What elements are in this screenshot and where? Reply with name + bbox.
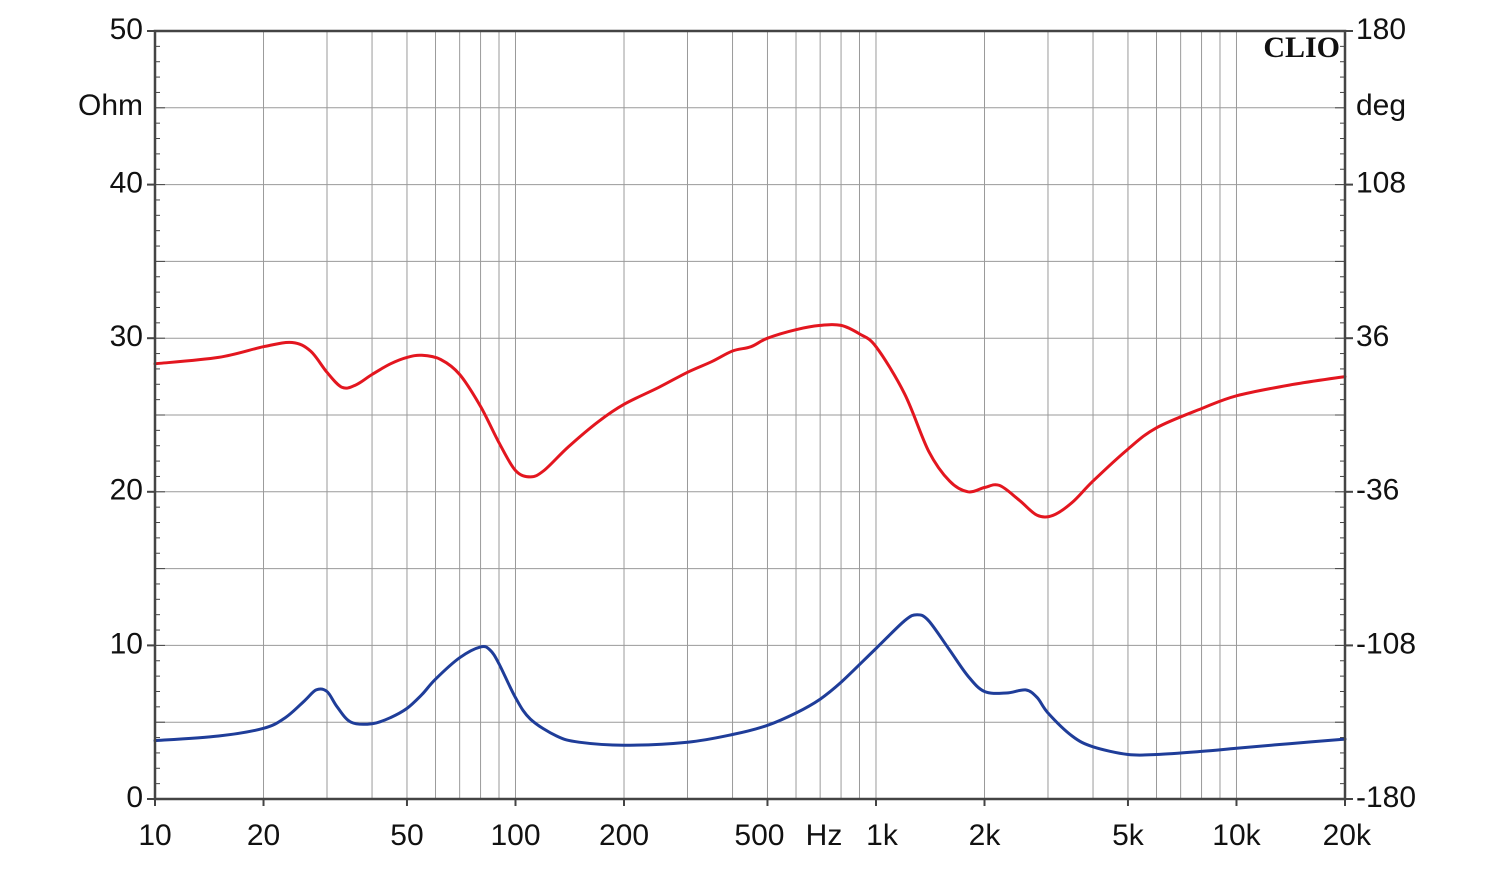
y-left-tick-label: 50 bbox=[110, 13, 143, 46]
y-right-tick-label: 108 bbox=[1356, 167, 1406, 200]
impedance-series-line bbox=[153, 613, 1347, 757]
y-left-tick-label: 30 bbox=[110, 320, 143, 353]
y-left-tick-label: 0 bbox=[126, 781, 143, 814]
x-tick-label: 200 bbox=[599, 819, 649, 852]
y-left-unit-label: Ohm bbox=[78, 89, 143, 122]
clio-brand-logo: CLIO bbox=[1263, 31, 1340, 64]
x-unit-label: Hz bbox=[806, 819, 843, 852]
y-right-tick-label: -108 bbox=[1356, 627, 1416, 660]
x-tick-label: 5k bbox=[1112, 819, 1145, 852]
y-right-tick-label: 36 bbox=[1356, 320, 1389, 353]
x-tick-label: 20k bbox=[1323, 819, 1372, 852]
x-tick-label: 50 bbox=[390, 819, 423, 852]
y-right-tick-label: -36 bbox=[1356, 474, 1399, 507]
x-tick-label: 10k bbox=[1212, 819, 1261, 852]
x-tick-label: 100 bbox=[490, 819, 540, 852]
axis-labels: Ohm deg Hz CLIO 0 10 20 30 40 50 -180 -108 -36 36… bbox=[78, 13, 1416, 852]
x-tick-label: 500 bbox=[734, 819, 784, 852]
plot-frame bbox=[153, 29, 1347, 801]
x-tick-label: 10 bbox=[138, 819, 171, 852]
x-tick-label: 2k bbox=[969, 819, 1002, 852]
y-left-tick-label: 10 bbox=[110, 627, 143, 660]
y-left-tick-label: 40 bbox=[110, 167, 143, 200]
grid bbox=[155, 31, 1345, 799]
y-left-tick-label: 20 bbox=[110, 474, 143, 507]
series-lines bbox=[153, 323, 1347, 757]
phase-series-line bbox=[153, 323, 1347, 519]
y-right-tick-label: 180 bbox=[1356, 13, 1406, 46]
x-tick-label: 1k bbox=[866, 819, 899, 852]
y-right-unit-label: deg bbox=[1356, 89, 1406, 122]
x-tick-label: 20 bbox=[247, 819, 280, 852]
y-right-tick-label: -180 bbox=[1356, 781, 1416, 814]
